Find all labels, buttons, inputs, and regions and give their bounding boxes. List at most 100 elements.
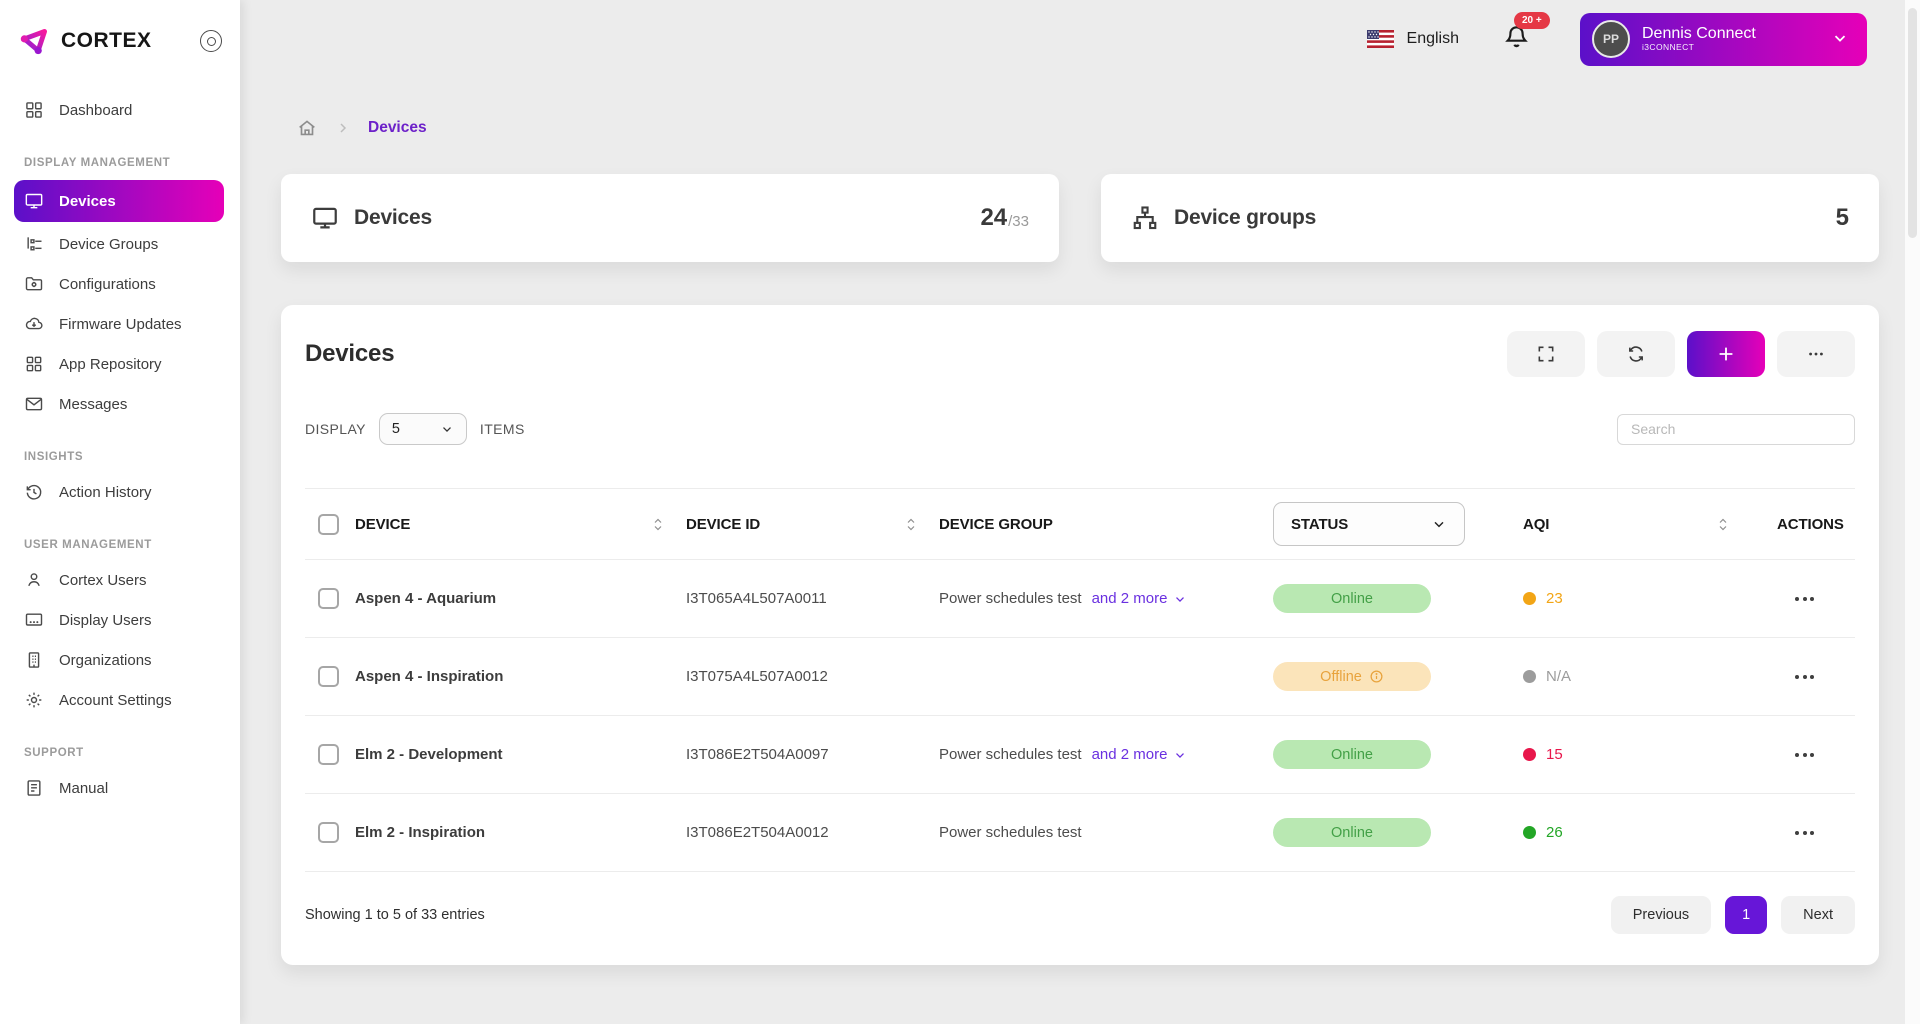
sidebar-item-label: Device Groups bbox=[59, 235, 159, 253]
user-profile-button[interactable]: PP Dennis Connect i3CONNECT bbox=[1580, 12, 1867, 66]
sidebar-item-action-history[interactable]: Action History bbox=[0, 472, 240, 512]
status-label: Online bbox=[1331, 824, 1373, 841]
status-label: Online bbox=[1331, 746, 1373, 763]
sidebar-item-manual[interactable]: Manual bbox=[0, 768, 240, 808]
column-device-id[interactable]: DEVICE ID bbox=[686, 516, 939, 533]
sort-icon[interactable] bbox=[652, 517, 664, 532]
group-more-link[interactable]: and 2 more bbox=[1092, 746, 1188, 763]
user-organization: i3CONNECT bbox=[1642, 42, 1695, 53]
monitor-icon bbox=[25, 193, 43, 209]
home-icon[interactable] bbox=[296, 117, 318, 139]
scrollbar-thumb[interactable] bbox=[1908, 8, 1917, 238]
notification-count-badge: 20 + bbox=[1514, 12, 1550, 29]
plus-icon bbox=[1719, 347, 1733, 361]
row-actions-button[interactable] bbox=[1791, 825, 1818, 841]
sidebar-item-devices[interactable]: Devices bbox=[14, 180, 224, 222]
page-size-value: 5 bbox=[391, 421, 400, 437]
brand-logo[interactable]: CORTEX bbox=[18, 24, 152, 58]
sidebar-item-messages[interactable]: Messages bbox=[0, 384, 240, 424]
language-label: English bbox=[1406, 30, 1459, 47]
sidebar-section-display-management: DISPLAY MANAGEMENT bbox=[24, 157, 171, 169]
sort-icon[interactable] bbox=[1717, 517, 1729, 532]
sidebar-toggle-icon[interactable] bbox=[200, 30, 222, 52]
envelope-icon bbox=[25, 397, 43, 411]
table-row: Aspen 4 - Inspiration I3T075A4L507A0012 … bbox=[305, 638, 1855, 716]
more-options-button[interactable] bbox=[1777, 331, 1855, 377]
column-label: STATUS bbox=[1291, 515, 1349, 533]
sort-icon[interactable] bbox=[905, 517, 917, 532]
device-groups-summary-card[interactable]: Device groups 5 bbox=[1101, 174, 1879, 262]
status-badge: Online bbox=[1273, 818, 1431, 847]
sidebar-item-organizations[interactable]: Organizations bbox=[0, 640, 240, 680]
device-group: Power schedules test bbox=[939, 824, 1082, 841]
previous-page-button[interactable]: Previous bbox=[1610, 896, 1712, 934]
row-checkbox[interactable] bbox=[318, 744, 339, 765]
status-filter-dropdown[interactable]: STATUS bbox=[1273, 502, 1465, 546]
devices-summary-card[interactable]: Devices 24 /33 bbox=[281, 174, 1059, 262]
sidebar-item-firmware-updates[interactable]: Firmware Updates bbox=[0, 304, 240, 344]
sidebar-item-display-users[interactable]: Display Users bbox=[0, 600, 240, 640]
aqi-cell: 23 bbox=[1523, 590, 1751, 607]
breadcrumb-current[interactable]: Devices bbox=[368, 119, 427, 136]
table-controls: DISPLAY 5 ITEMS bbox=[305, 413, 1855, 445]
scrollbar[interactable] bbox=[1905, 0, 1920, 1024]
us-flag-icon bbox=[1366, 30, 1394, 48]
column-label: DEVICE GROUP bbox=[939, 515, 1053, 533]
row-checkbox[interactable] bbox=[318, 666, 339, 687]
avatar: PP bbox=[1592, 20, 1630, 58]
main-area: English 20 + PP Dennis Connect i3CONNECT bbox=[240, 0, 1920, 1024]
select-all-checkbox[interactable] bbox=[318, 513, 339, 535]
page-size-select[interactable]: 5 bbox=[378, 413, 467, 445]
apps-grid-icon bbox=[26, 356, 42, 372]
column-device-group: DEVICE GROUP bbox=[939, 516, 1273, 533]
sidebar-item-label: Configurations bbox=[59, 275, 156, 293]
chevron-down-icon bbox=[442, 427, 451, 432]
sidebar-item-label: Cortex Users bbox=[59, 571, 147, 589]
refresh-button[interactable] bbox=[1597, 331, 1675, 377]
row-actions-button[interactable] bbox=[1791, 591, 1818, 607]
sidebar-item-dashboard[interactable]: Dashboard bbox=[0, 90, 240, 130]
search-input[interactable] bbox=[1617, 413, 1855, 445]
status-badge: Online bbox=[1273, 740, 1431, 769]
page-number-button[interactable]: 1 bbox=[1725, 896, 1768, 934]
device-id: I3T075A4L507A0012 bbox=[686, 668, 828, 685]
table-row: Aspen 4 - Aquarium I3T065A4L507A0011 Pow… bbox=[305, 560, 1855, 638]
sidebar-item-device-groups[interactable]: Device Groups bbox=[0, 224, 240, 264]
aqi-cell: 15 bbox=[1523, 746, 1751, 763]
sidebar-item-label: Organizations bbox=[59, 651, 152, 669]
aqi-value: 15 bbox=[1546, 746, 1563, 763]
sidebar-section-insights: INSIGHTS bbox=[24, 451, 84, 463]
pagination: Previous 1 Next bbox=[1610, 896, 1855, 934]
sidebar-item-account-settings[interactable]: Account Settings bbox=[0, 680, 240, 720]
fullscreen-button[interactable] bbox=[1507, 331, 1585, 377]
add-device-button[interactable] bbox=[1687, 331, 1765, 377]
next-page-button[interactable]: Next bbox=[1781, 896, 1855, 934]
group-more-label: and 2 more bbox=[1091, 746, 1168, 763]
language-selector[interactable]: English bbox=[1366, 30, 1459, 48]
chevron-down-icon bbox=[1831, 29, 1849, 50]
sidebar-item-app-repository[interactable]: App Repository bbox=[0, 344, 240, 384]
group-more-link[interactable]: and 2 more bbox=[1092, 590, 1188, 607]
column-device[interactable]: DEVICE bbox=[355, 516, 686, 533]
device-group-cell: Power schedules test and 2 more bbox=[939, 746, 1273, 763]
fullscreen-icon bbox=[1538, 346, 1554, 362]
row-checkbox[interactable] bbox=[318, 822, 339, 843]
notifications-button[interactable]: 20 + bbox=[1503, 12, 1550, 55]
info-icon[interactable] bbox=[1369, 669, 1384, 684]
row-actions-button[interactable] bbox=[1791, 747, 1818, 763]
summary-cards-row: Devices 24 /33 Device groups 5 bbox=[281, 174, 1879, 262]
table-row: Elm 2 - Inspiration I3T086E2T504A0012 Po… bbox=[305, 794, 1855, 872]
gear-icon bbox=[26, 692, 42, 708]
column-label: DEVICE bbox=[355, 515, 411, 533]
column-aqi[interactable]: AQI bbox=[1523, 516, 1751, 533]
row-actions-button[interactable] bbox=[1791, 669, 1818, 685]
ellipsis-icon bbox=[1809, 352, 1823, 356]
sidebar-item-cortex-users[interactable]: Cortex Users bbox=[0, 560, 240, 600]
column-actions: ACTIONS bbox=[1751, 516, 1855, 533]
device-id: I3T086E2T504A0012 bbox=[686, 824, 829, 841]
sidebar-item-label: Manual bbox=[59, 779, 109, 797]
sidebar-item-configurations[interactable]: Configurations bbox=[0, 264, 240, 304]
status-badge: Online bbox=[1273, 584, 1431, 613]
row-checkbox[interactable] bbox=[318, 588, 339, 609]
